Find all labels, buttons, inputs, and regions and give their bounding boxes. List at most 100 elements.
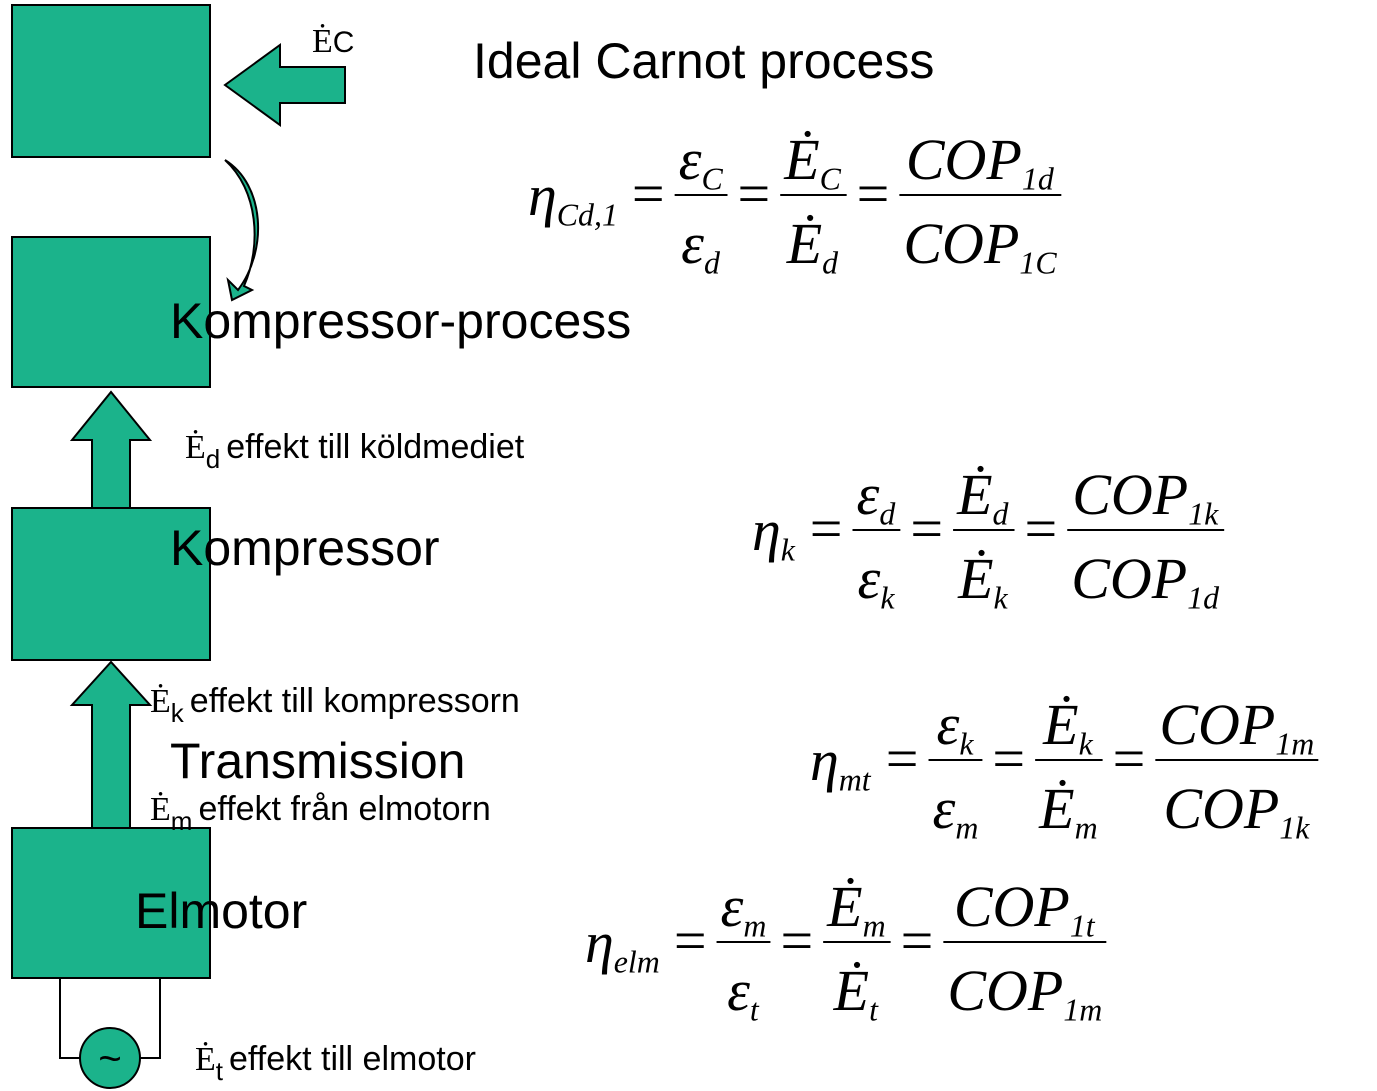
math-subscript: C — [820, 161, 842, 196]
math-symbol: ε — [727, 958, 750, 1023]
math-subscript: k — [781, 532, 796, 567]
math-symbol: COP — [1159, 692, 1275, 757]
math-operator: = — [857, 161, 890, 226]
math-symbol: Ė — [956, 462, 992, 527]
math-subscript: k — [959, 726, 974, 761]
math-subscript: Cd,1 — [557, 197, 618, 232]
math-term: εm — [721, 874, 767, 943]
math-operator: = — [910, 496, 943, 561]
power-source — [79, 1027, 141, 1089]
flow-text: effekt från elmotorn — [198, 790, 490, 828]
flow-label: ĖC — [312, 23, 354, 60]
math-symbol: ε — [721, 874, 744, 939]
flow-text: effekt till kompressorn — [190, 682, 520, 720]
math-subscript: d — [822, 245, 839, 280]
math-operator: = — [886, 726, 919, 791]
up-arrow — [69, 660, 153, 829]
flow-subscript: d — [206, 444, 220, 474]
math-term: Ėd — [956, 462, 1009, 531]
carnot-box — [11, 4, 211, 158]
math-symbol: ε — [857, 462, 880, 527]
flow-symbol: Ė — [312, 23, 333, 60]
math-subscript: elm — [614, 944, 660, 979]
math-term: ηmt — [810, 728, 872, 797]
math-operator: = — [810, 496, 843, 561]
flow-label: Ėd effekt till köldmediet — [185, 428, 525, 474]
math-subscript: d — [879, 496, 896, 531]
math-term: COP1k — [1163, 776, 1310, 845]
up-arrow — [69, 390, 153, 509]
math-operator: = — [738, 161, 771, 226]
flow-subscript: t — [216, 1056, 224, 1086]
math-symbol: COP — [903, 211, 1019, 276]
math-subscript: C — [702, 161, 724, 196]
flow-text: effekt till elmotor — [229, 1040, 476, 1078]
math-subscript: d — [704, 245, 721, 280]
flow-text: effekt till köldmediet — [226, 428, 525, 466]
math-subscript: m — [743, 908, 766, 943]
math-operator: = — [1113, 726, 1146, 791]
math-operator: = — [780, 908, 813, 973]
flow-symbol: Ė — [150, 791, 171, 828]
math-term: ηk — [752, 498, 796, 567]
math-term: Ėd — [786, 211, 839, 280]
math-operator: = — [992, 726, 1025, 791]
flow-subscript: k — [171, 698, 185, 728]
flow-subscript: m — [171, 806, 193, 836]
source-symbol: ~ — [98, 1037, 121, 1081]
math-operator: = — [901, 908, 934, 973]
math-symbol: Ė — [786, 211, 822, 276]
math-term: εk — [858, 546, 896, 615]
math-symbol: Ė — [783, 127, 819, 192]
math-term: ηCd,1 — [528, 163, 618, 232]
flow-subscript: C — [333, 26, 355, 59]
flow-symbol: Ė — [150, 683, 171, 720]
math-symbol: η — [810, 728, 839, 793]
math-symbol: Ė — [833, 958, 869, 1023]
math-symbol: Ė — [1042, 692, 1078, 757]
math-subscript: k — [994, 580, 1009, 615]
math-symbol: ε — [681, 211, 704, 276]
math-subscript: 1m — [1063, 992, 1102, 1027]
math-subscript: t — [869, 992, 879, 1027]
math-symbol: η — [752, 498, 781, 563]
math-term: εm — [933, 776, 979, 845]
process-box — [11, 236, 211, 388]
math-symbol: COP — [954, 874, 1070, 939]
math-subscript: mt — [839, 762, 872, 797]
math-symbol: ε — [933, 776, 956, 841]
math-term: Ėk — [957, 546, 1008, 615]
math-term: εd — [857, 462, 897, 531]
math-term: Ėm — [1038, 776, 1097, 845]
math-symbol: COP — [906, 127, 1022, 192]
math-term: Ėk — [1042, 692, 1093, 761]
math-term: COP1t — [954, 874, 1096, 943]
math-symbol: ε — [937, 692, 960, 757]
wire — [59, 978, 161, 1059]
math-term: Ėm — [826, 874, 885, 943]
math-subscript: t — [750, 992, 760, 1027]
flow-label: Ėm effekt från elmotorn — [150, 790, 491, 836]
math-subscript: 1t — [1070, 908, 1096, 943]
math-subscript: 1d — [1022, 161, 1055, 196]
math-symbol: ε — [858, 546, 881, 611]
math-term: ηelm — [585, 910, 660, 979]
math-term: ĖC — [783, 127, 841, 196]
math-subscript: 1C — [1019, 245, 1057, 280]
math-term: Ėt — [833, 958, 879, 1027]
math-term: COP1d — [1071, 546, 1220, 615]
block-label: Elmotor — [135, 883, 307, 939]
math-operator: = — [1025, 496, 1058, 561]
block-label: Kompressor — [170, 520, 440, 576]
math-term: COP1k — [1072, 462, 1219, 531]
flow-symbol: Ė — [185, 429, 206, 466]
math-operator: = — [674, 908, 707, 973]
math-subscript: m — [955, 810, 978, 845]
math-symbol: ε — [679, 127, 702, 192]
math-subscript: m — [863, 908, 886, 943]
math-symbol: Ė — [1038, 776, 1074, 841]
flow-label: Ėk effekt till kompressorn — [150, 682, 520, 728]
math-term: εd — [681, 211, 721, 280]
block-label: Kompressor-process — [170, 293, 631, 349]
